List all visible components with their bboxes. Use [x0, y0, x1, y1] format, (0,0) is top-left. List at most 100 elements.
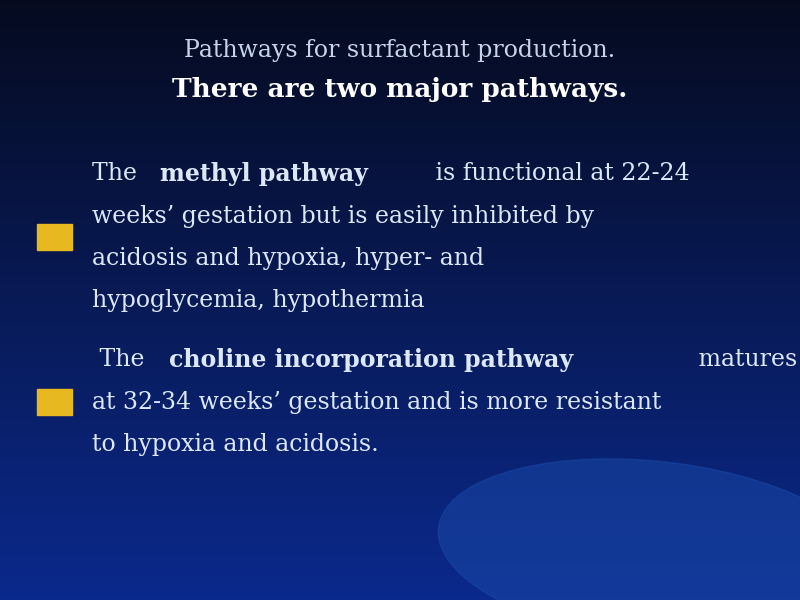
Bar [0, 438, 800, 441]
Bar [0, 45, 800, 48]
Bar [0, 555, 800, 558]
Bar [0, 495, 800, 498]
Bar [0, 237, 800, 240]
Bar [0, 471, 800, 474]
Bar [0, 264, 800, 267]
Bar [0, 492, 800, 495]
Bar [0, 240, 800, 243]
Bar [0, 69, 800, 72]
Bar [0, 123, 800, 126]
Bar [0, 165, 800, 168]
Bar [0, 204, 800, 207]
Bar [0, 420, 800, 423]
Bar [0, 429, 800, 432]
Bar [0, 270, 800, 273]
Bar [0, 186, 800, 189]
Bar [0, 300, 800, 303]
Bar [0, 288, 800, 291]
Bar [0, 168, 800, 171]
Bar [0, 249, 800, 252]
Bar [0, 192, 800, 195]
Bar [0, 177, 800, 180]
Bar [0, 39, 800, 42]
Bar [0, 561, 800, 564]
Bar [0, 474, 800, 477]
Bar [0, 453, 800, 456]
Bar [0, 57, 800, 60]
Bar [0, 339, 800, 342]
Bar [0, 138, 800, 141]
Bar [0, 6, 800, 9]
Bar [0, 147, 800, 150]
Bar [0, 255, 800, 258]
Bar [0, 258, 800, 261]
Bar [0, 543, 800, 546]
Bar [0, 369, 800, 372]
Bar [0, 345, 800, 348]
Bar [0, 129, 800, 132]
Bar [0, 330, 800, 333]
Bar [0, 540, 800, 543]
Bar [0, 321, 800, 324]
Bar [0, 51, 800, 54]
Bar [0, 12, 800, 15]
Bar [0, 297, 800, 300]
Text: to hypoxia and acidosis.: to hypoxia and acidosis. [92, 433, 378, 455]
Bar [0, 525, 800, 528]
Bar [0, 519, 800, 522]
Bar [0, 573, 800, 576]
Bar [0, 198, 800, 201]
Ellipse shape [438, 459, 800, 600]
Bar [0, 426, 800, 429]
Bar [0, 18, 800, 21]
Bar [0, 318, 800, 321]
Bar [0, 63, 800, 66]
Bar [0, 477, 800, 480]
Bar [0, 336, 800, 339]
Bar [0, 276, 800, 279]
Text: matures: matures [691, 349, 797, 371]
Bar [0, 465, 800, 468]
Bar [0, 132, 800, 135]
Bar [0, 234, 800, 237]
Bar [0, 33, 800, 36]
Bar [0, 468, 800, 471]
Bar [0, 414, 800, 417]
Bar [0, 363, 800, 366]
Bar [0, 219, 800, 222]
Bar [0, 585, 800, 588]
Bar [0, 189, 800, 192]
Bar [0, 504, 800, 507]
Bar [0, 390, 800, 393]
Bar [0, 582, 800, 585]
Bar [0, 552, 800, 555]
Text: choline incorporation pathway: choline incorporation pathway [170, 348, 574, 372]
Bar [0, 126, 800, 129]
Bar [0, 594, 800, 597]
Bar [0, 246, 800, 249]
Bar [0, 93, 800, 96]
Bar [0, 411, 800, 414]
Bar [0, 141, 800, 144]
Bar [0, 522, 800, 525]
Bar [0, 294, 800, 297]
Bar [0, 144, 800, 147]
Bar [0, 513, 800, 516]
Bar [0, 30, 800, 33]
Bar [0, 381, 800, 384]
Bar [0, 357, 800, 360]
Bar [0, 273, 800, 276]
Bar [0, 342, 800, 345]
Bar [0, 489, 800, 492]
Bar [0, 516, 800, 519]
Bar [0, 117, 800, 120]
Bar [0, 267, 800, 270]
Bar [0, 15, 800, 18]
Bar [0, 231, 800, 234]
Bar [0, 501, 800, 504]
Bar [0, 528, 800, 531]
Bar [0, 75, 800, 78]
Bar [0, 387, 800, 390]
Bar [0, 534, 800, 537]
Bar [0, 171, 800, 174]
